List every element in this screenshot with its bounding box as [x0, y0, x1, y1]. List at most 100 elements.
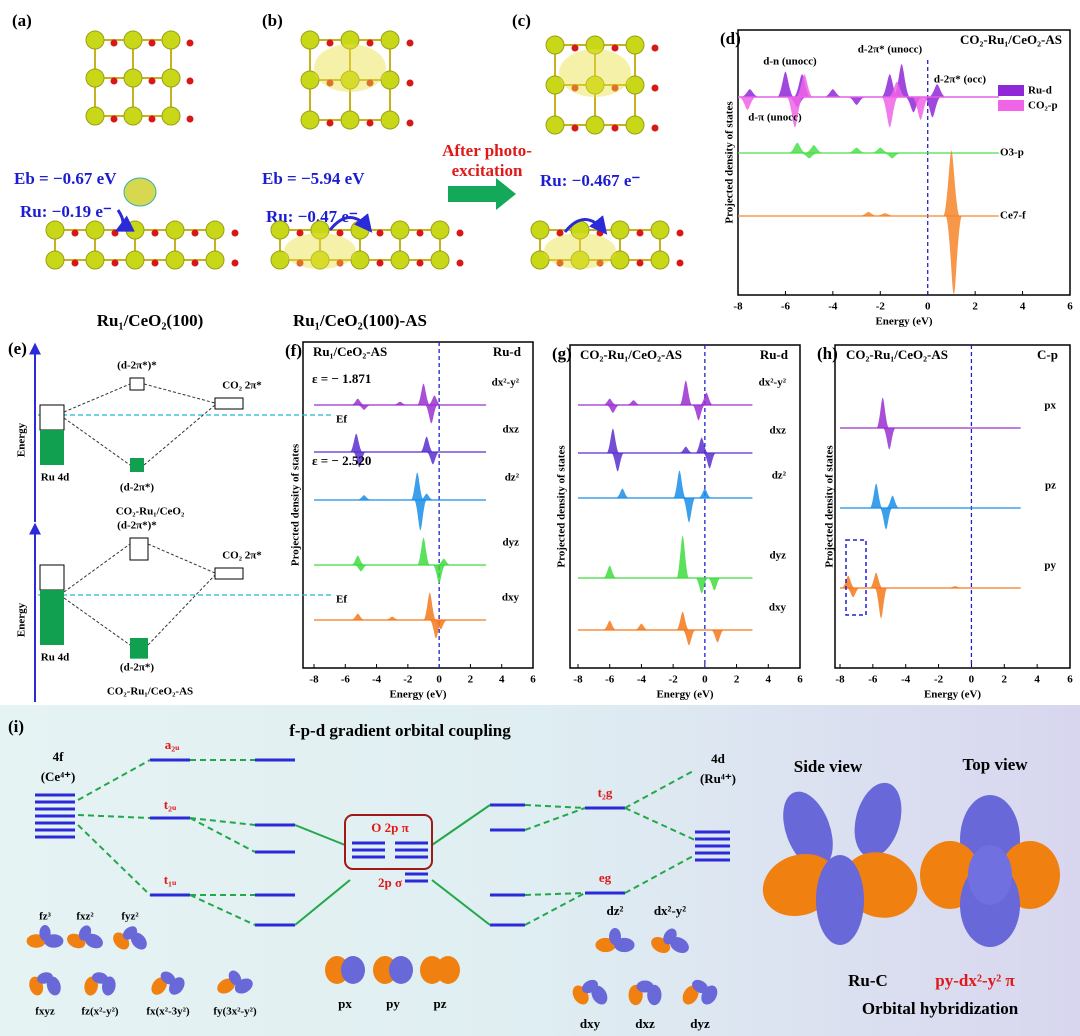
level-label: Ru 4d	[41, 472, 69, 484]
panel-title: f-p-d gradient orbital coupling	[289, 721, 511, 740]
dos-peak	[386, 616, 399, 621]
orbital-lobe	[160, 971, 176, 985]
correlation-line	[63, 597, 131, 646]
label: px	[338, 996, 352, 1011]
dos-peak	[882, 427, 896, 450]
o-atom	[71, 229, 79, 237]
x-tick-label: 0	[436, 674, 442, 686]
panel-label: (b)	[262, 11, 283, 30]
o-atom	[326, 39, 334, 47]
orbital-lobe	[609, 928, 621, 945]
level-label: CO₂ 2π*	[222, 550, 262, 562]
dos-peak	[413, 499, 427, 531]
curve-label: dyz	[770, 550, 787, 562]
charge-density	[559, 49, 631, 97]
level-label: a₂ᵤ	[165, 737, 180, 752]
x-tick-label: -2	[669, 674, 679, 686]
o-atom	[110, 77, 118, 85]
ce-atom	[530, 250, 550, 270]
x-tick-label: -8	[733, 301, 743, 313]
label: fx(x²-3y²)	[146, 1006, 190, 1018]
label: Ru-C	[848, 971, 888, 990]
orbital-lobe	[663, 928, 677, 945]
dos-peak	[428, 395, 441, 406]
annotation: d-2π* (unocc)	[858, 44, 923, 56]
dos-peak	[879, 507, 893, 530]
dos-peak	[353, 451, 366, 468]
label: (Ru⁴⁺)	[700, 771, 736, 786]
dos-peak	[708, 577, 721, 591]
orbital-lobe	[591, 985, 608, 1005]
x-tick-label: 2	[972, 301, 978, 313]
o-atom	[611, 44, 619, 52]
ce-atom	[585, 75, 605, 95]
coupling-line	[624, 854, 696, 894]
curve-label: dxz	[770, 425, 787, 437]
o-atom	[366, 79, 374, 87]
label: fxz²	[76, 911, 94, 923]
correlation-line	[63, 417, 131, 466]
dos-peak	[876, 397, 890, 429]
orbital-lobe	[92, 972, 108, 984]
transfer-arrow	[563, 215, 608, 235]
ce-atom	[340, 30, 360, 50]
panel-title: CO₂-Ru₁/CeO₂-AS	[580, 347, 682, 362]
o-atom	[571, 84, 579, 92]
level-label: t₁ᵤ	[164, 872, 177, 887]
o-atom	[186, 39, 194, 47]
dos-peak	[698, 488, 711, 499]
x-tick-label: 4	[1020, 301, 1026, 313]
binding-energy: Eb = −0.67 eV	[14, 169, 117, 188]
dos-peak	[603, 620, 616, 631]
dos-peak	[945, 215, 963, 294]
dos-peak	[357, 495, 371, 501]
label: py-dx²-y² π	[935, 971, 1015, 990]
o-atom	[148, 115, 156, 123]
annotation: ε = − 2.520	[312, 453, 371, 468]
legend-label: CO₂-p	[1028, 100, 1058, 112]
x-tick-label: 2	[468, 674, 474, 686]
o-atom	[111, 229, 119, 237]
dos-peak	[635, 623, 648, 631]
ce-atom	[123, 106, 143, 126]
charge: Ru: −0.467 e⁻	[540, 171, 640, 190]
ce-atom	[165, 220, 185, 240]
ce-atom	[585, 115, 605, 135]
antibonding	[129, 377, 145, 391]
x-tick-label: 0	[925, 301, 931, 313]
o-atom	[366, 119, 374, 127]
label: fy(3x²-y²)	[213, 1006, 257, 1018]
ce-atom	[340, 70, 360, 90]
o-atom	[406, 79, 414, 87]
o-atom	[416, 229, 424, 237]
o-atom	[326, 79, 334, 87]
orbital-lobe	[669, 936, 689, 954]
label: Side view	[794, 757, 863, 776]
dos-peak	[711, 629, 724, 643]
ce-atom	[350, 250, 370, 270]
orbital-lobe	[39, 925, 51, 941]
o-atom	[651, 44, 659, 52]
arrow	[448, 178, 516, 210]
ce-atom	[390, 250, 410, 270]
correlation-line	[147, 543, 216, 574]
dos-peak	[877, 213, 894, 217]
correlation-line	[143, 383, 216, 404]
ce-atom	[161, 30, 181, 50]
ru-occ	[40, 590, 64, 645]
dos-peak	[603, 565, 616, 579]
dos-peak	[860, 211, 877, 217]
dos-peak	[847, 587, 860, 598]
dos-peak	[881, 96, 899, 128]
orbital-lobe	[582, 979, 598, 994]
coupling-line	[524, 807, 586, 831]
dos-peak	[695, 437, 708, 454]
x-tick-label: -4	[637, 674, 647, 686]
o-atom	[556, 259, 564, 267]
dos-peak	[606, 428, 620, 454]
o-atom	[148, 77, 156, 85]
legend-swatch	[998, 85, 1024, 96]
label: py	[386, 996, 400, 1011]
coupling-line	[431, 879, 491, 926]
